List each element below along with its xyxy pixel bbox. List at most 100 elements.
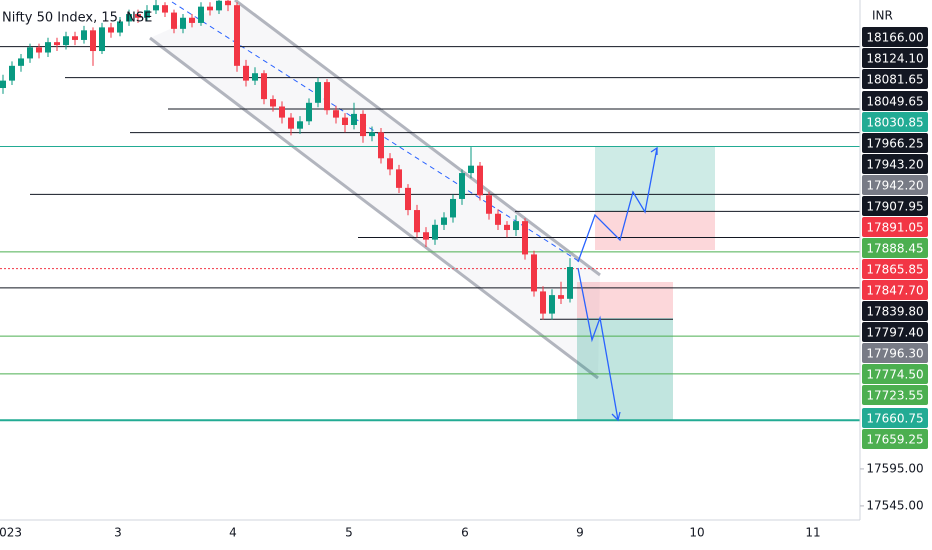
candle-body bbox=[45, 42, 51, 53]
price-label: 18166.00 bbox=[866, 31, 923, 45]
candle-body bbox=[531, 254, 537, 292]
candle-body bbox=[459, 173, 465, 199]
candle-body bbox=[207, 6, 213, 11]
candle-body bbox=[495, 213, 501, 225]
price-label: 17659.25 bbox=[866, 433, 923, 447]
candle-body bbox=[423, 232, 429, 240]
candle-body bbox=[144, 10, 150, 18]
candle-body bbox=[225, 0, 231, 6]
price-label-bg bbox=[862, 238, 928, 258]
candle-body bbox=[324, 82, 330, 111]
y-tick-label: 17545.00 bbox=[866, 498, 923, 512]
candle-body bbox=[135, 14, 141, 18]
candle-body bbox=[252, 73, 258, 81]
price-label-bg bbox=[862, 259, 928, 279]
candle-body bbox=[126, 14, 132, 22]
price-label: 18081.65 bbox=[866, 73, 923, 87]
projection-down bbox=[577, 267, 619, 421]
chart-title: Nifty 50 Index, 15, NSE bbox=[2, 11, 152, 26]
channel-upper bbox=[234, 0, 601, 277]
candle-body bbox=[486, 195, 492, 214]
price-label-bg bbox=[862, 301, 928, 321]
price-label: 17888.45 bbox=[866, 242, 923, 256]
x-tick-label: 3 bbox=[114, 526, 122, 540]
candle-body bbox=[369, 132, 375, 137]
arrow-head bbox=[611, 411, 621, 422]
candle-body bbox=[522, 221, 528, 255]
candle-body bbox=[387, 158, 393, 170]
candle-body bbox=[63, 36, 69, 46]
price-label-bg bbox=[862, 175, 928, 195]
candle-body bbox=[54, 42, 60, 46]
x-tick-label: 9 bbox=[576, 526, 584, 540]
price-label-bg bbox=[862, 217, 928, 237]
candle-body bbox=[0, 80, 6, 89]
candle-body bbox=[333, 110, 339, 118]
candle-body bbox=[234, 5, 240, 66]
channel-lower bbox=[149, 36, 599, 380]
price-label-bg bbox=[862, 91, 928, 111]
candle-body bbox=[108, 27, 114, 33]
candle-body bbox=[441, 217, 447, 225]
candle-body bbox=[288, 117, 294, 129]
price-label: 17839.80 bbox=[866, 305, 923, 319]
price-label-bg bbox=[862, 408, 928, 428]
candle-body bbox=[36, 47, 42, 53]
candle-body bbox=[198, 6, 204, 23]
currency: INR bbox=[872, 9, 893, 23]
target-box bbox=[577, 318, 673, 420]
candle-body bbox=[315, 82, 321, 103]
candle-body bbox=[549, 295, 555, 314]
price-label: 17797.40 bbox=[866, 326, 923, 340]
price-label: 18030.85 bbox=[866, 116, 923, 130]
candle-body bbox=[558, 295, 564, 299]
price-label-bg bbox=[862, 154, 928, 174]
candle-body bbox=[306, 102, 312, 122]
candle-body bbox=[243, 65, 249, 81]
price-label: 17660.75 bbox=[866, 412, 923, 426]
candle-body bbox=[171, 12, 177, 29]
candle-body bbox=[477, 165, 483, 196]
price-label-bg bbox=[862, 48, 928, 68]
price-label: 17847.70 bbox=[866, 284, 923, 298]
candle-body bbox=[270, 99, 276, 107]
candle-body bbox=[162, 5, 168, 13]
candle-body bbox=[117, 21, 123, 33]
price-label: 18049.65 bbox=[866, 95, 923, 109]
candle-body bbox=[540, 291, 546, 314]
candle-body bbox=[378, 132, 384, 159]
price-label-bg bbox=[862, 364, 928, 384]
candle-body bbox=[360, 113, 366, 137]
x-tick-label: 6 bbox=[461, 526, 469, 540]
candle-body bbox=[9, 65, 15, 81]
x-tick-label: 10 bbox=[689, 526, 704, 540]
price-label-bg bbox=[862, 112, 928, 132]
price-label-bg bbox=[862, 429, 928, 449]
x-tick-label: 11 bbox=[805, 526, 820, 540]
candle-body bbox=[342, 117, 348, 125]
candle-body bbox=[90, 30, 96, 52]
price-label: 17943.20 bbox=[866, 158, 923, 172]
candle-body bbox=[396, 169, 402, 188]
price-label: 17907.95 bbox=[866, 200, 923, 214]
price-label: 17796.30 bbox=[866, 347, 923, 361]
x-tick-label: 023 bbox=[0, 526, 22, 540]
stop-box bbox=[595, 212, 715, 250]
arrow-head bbox=[650, 146, 658, 155]
price-label-bg bbox=[862, 133, 928, 153]
price-label-bg bbox=[862, 343, 928, 363]
projection-up bbox=[577, 147, 658, 263]
price-label: 17966.25 bbox=[866, 137, 923, 151]
candle-body bbox=[432, 224, 438, 240]
candle-body bbox=[450, 198, 456, 218]
candle-body bbox=[216, 0, 222, 11]
candle-body bbox=[180, 17, 186, 29]
candle-body bbox=[351, 113, 357, 125]
candle-body bbox=[27, 47, 33, 59]
price-label: 17723.55 bbox=[866, 389, 923, 403]
x-tick-label: 4 bbox=[229, 526, 237, 540]
candle-body bbox=[261, 73, 267, 100]
candle-body bbox=[504, 224, 510, 231]
candle-body bbox=[18, 58, 24, 66]
